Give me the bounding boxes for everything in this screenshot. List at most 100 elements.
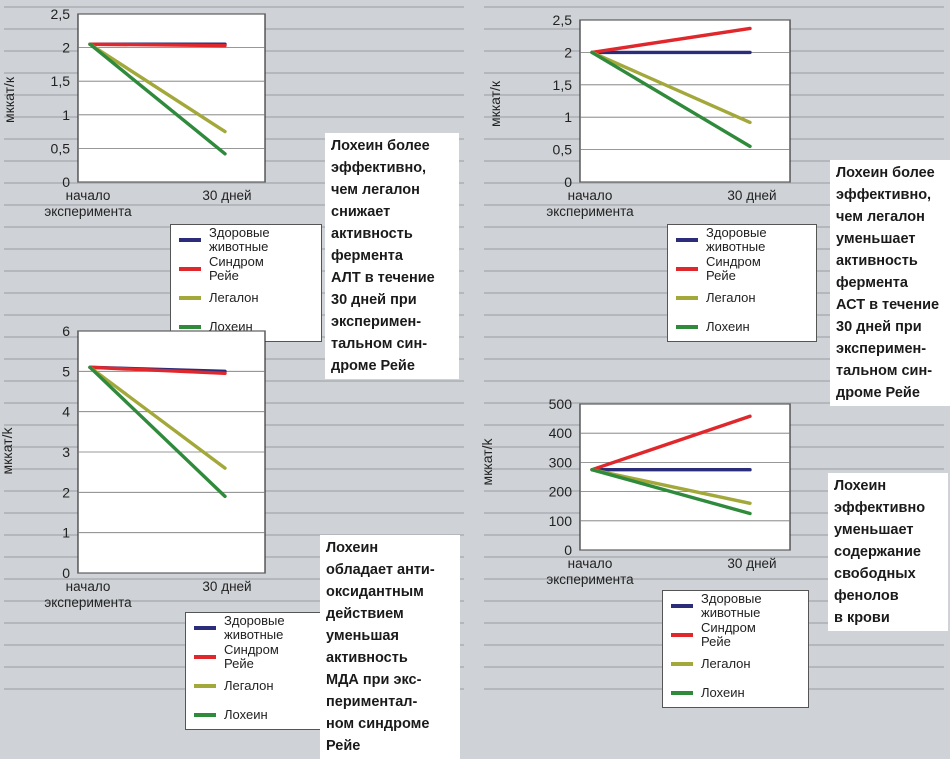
legend-label: Здоровые животные <box>224 612 285 642</box>
legend-swatch <box>676 237 698 242</box>
legend-item-legalon: Легалон <box>663 649 808 678</box>
legend-label: Здоровые животные <box>706 224 767 254</box>
y-tick-label: 1,5 <box>51 73 71 89</box>
ast-legend: Здоровые животные Синдром Рейе Легалон Лохе… <box>667 224 817 342</box>
y-axis-title: мккат/k <box>479 438 495 486</box>
legend-swatch <box>671 603 693 608</box>
y-tick-label: 300 <box>549 454 573 470</box>
chart-panel-ast: 0 0,5 1 1,5 2 2,5 мккат/к начало эксперимента 30 … <box>480 0 950 406</box>
legend-item-reye: Синдром Рейе <box>663 620 808 649</box>
y-tick-label: 500 <box>549 396 573 412</box>
legend-label: Легалон <box>209 289 259 305</box>
x-tick-label: начало эксперимента <box>44 188 132 219</box>
y-tick-label: 400 <box>549 425 573 441</box>
legend-item-reye: Синдром Рейе <box>186 642 336 671</box>
y-tick-label: 100 <box>549 513 573 529</box>
y-tick-label: 2,5 <box>553 12 573 28</box>
legend-item-lokhein: Лохеин <box>663 678 808 707</box>
y-tick-label: 2 <box>62 40 70 56</box>
legend-item-lokhein: Лохеин <box>171 312 321 341</box>
legend-swatch <box>671 661 693 666</box>
y-tick-label: 3 <box>62 444 70 460</box>
legend-swatch <box>676 324 698 329</box>
series-line-lokhein <box>590 50 752 149</box>
legend-swatch <box>671 632 693 637</box>
y-axis-title: мккат/k <box>0 427 15 475</box>
y-tick-label: 200 <box>549 484 573 500</box>
legend-swatch <box>179 237 201 242</box>
legend-swatch <box>179 295 201 300</box>
alt-chart: 0 0,5 1 1,5 2 2,5 мккат/к начало эксперимента 30 … <box>1 6 266 219</box>
legend-label: Здоровые животные <box>209 224 270 254</box>
y-tick-label: 0 <box>62 174 70 190</box>
series-line-reye <box>590 414 752 472</box>
ast-chart: 0 0,5 1 1,5 2 2,5 мккат/к начало эксперимента 30 … <box>487 12 791 219</box>
y-tick-label: 0,5 <box>51 140 71 156</box>
series-line-legalon <box>590 50 752 125</box>
legend-swatch <box>179 324 201 329</box>
alt-legend: Здоровые животные Синдром Рейе Легалон Лохе… <box>170 224 322 342</box>
legend-swatch <box>194 654 216 659</box>
y-tick-label: 1 <box>62 107 70 123</box>
y-axis-title: мккат/к <box>1 76 17 123</box>
legend-label: Лохеин <box>706 318 750 334</box>
series-line-lokhein <box>88 365 227 499</box>
phenols-annotation: Лохеин эффективно уменьшает содержание с… <box>828 473 948 631</box>
mda-chart: 0 1 2 3 4 5 6 мккат/k начало эксперимента 30 дней <box>0 323 266 610</box>
x-tick-label: 30 дней <box>202 188 251 203</box>
series-line-reye <box>590 26 752 55</box>
legend-item-lokhein: Лохеин <box>668 312 816 341</box>
series-line-lokhein <box>88 42 227 156</box>
legend-item-legalon: Легалон <box>171 283 321 312</box>
x-tick-label: 30 дней <box>202 579 251 594</box>
x-tick-label: начало эксперимента <box>44 579 132 610</box>
mda-legend: Здоровые животные Синдром Рейе Легалон Лохе… <box>185 612 337 730</box>
legend-label: Лохеин <box>701 684 745 700</box>
legend-label: Легалон <box>701 655 751 671</box>
legend-label: Синдром Рейе <box>701 619 756 649</box>
legend-item-lokhein: Лохеин <box>186 700 336 729</box>
y-tick-label: 0 <box>564 174 572 190</box>
y-tick-label: 1 <box>564 109 572 125</box>
y-tick-label: 5 <box>62 363 70 379</box>
x-tick-label: начало эксперимента <box>546 556 634 587</box>
y-tick-label: 2,5 <box>51 6 71 22</box>
series-line-lokhein <box>590 467 752 516</box>
legend-swatch <box>194 683 216 688</box>
legend-swatch <box>179 266 201 271</box>
y-axis-title: мккат/к <box>487 80 503 127</box>
x-tick-label: начало эксперимента <box>546 188 634 219</box>
legend-label: Легалон <box>224 677 274 693</box>
series-line-reye <box>88 42 227 48</box>
legend-swatch <box>194 712 216 717</box>
y-tick-label: 2 <box>564 44 572 60</box>
legend-item-reye: Синдром Рейе <box>668 254 816 283</box>
legend-label: Лохеин <box>224 706 268 722</box>
legend-item-legalon: Легалон <box>186 671 336 700</box>
legend-label: Легалон <box>706 289 756 305</box>
plot-area <box>579 403 791 551</box>
legend-item-healthy: Здоровые животные <box>186 613 336 642</box>
legend-label: Синдром Рейе <box>224 641 279 671</box>
chart-panel-mda: 0 1 2 3 4 5 6 мккат/k начало эксперимента 30 дней … <box>0 305 470 759</box>
legend-item-legalon: Легалон <box>668 283 816 312</box>
chart-panel-alt: 0 0,5 1 1,5 2 2,5 мккат/к начало эксперимента 30 … <box>0 0 470 379</box>
legend-item-reye: Синдром Рейе <box>171 254 321 283</box>
mda-annotation: Лохеин обладает анти- оксидантным действ… <box>320 535 460 759</box>
legend-swatch <box>671 690 693 695</box>
ast-annotation: Лохеин более эффективно, чем легалон уме… <box>830 160 950 406</box>
series-line-legalon <box>88 365 227 470</box>
y-tick-label: 0 <box>564 542 572 558</box>
y-tick-label: 1 <box>62 525 70 541</box>
series-line-reye <box>88 365 227 376</box>
phenols-chart: 0 100 200 300 400 500 мккат/k начало эксперимент… <box>479 396 791 587</box>
phenols-legend: Здоровые животные Синдром Рейе Легалон Лохе… <box>662 590 809 708</box>
legend-item-healthy: Здоровые животные <box>663 591 808 620</box>
legend-label: Синдром Рейе <box>209 253 264 283</box>
y-tick-label: 6 <box>62 323 70 339</box>
legend-item-healthy: Здоровые животные <box>668 225 816 254</box>
y-tick-label: 0,5 <box>553 142 573 158</box>
alt-annotation: Лохеин более эффективно, чем легалон сни… <box>325 133 459 379</box>
plot-area <box>579 19 791 183</box>
legend-label: Лохеин <box>209 318 253 334</box>
